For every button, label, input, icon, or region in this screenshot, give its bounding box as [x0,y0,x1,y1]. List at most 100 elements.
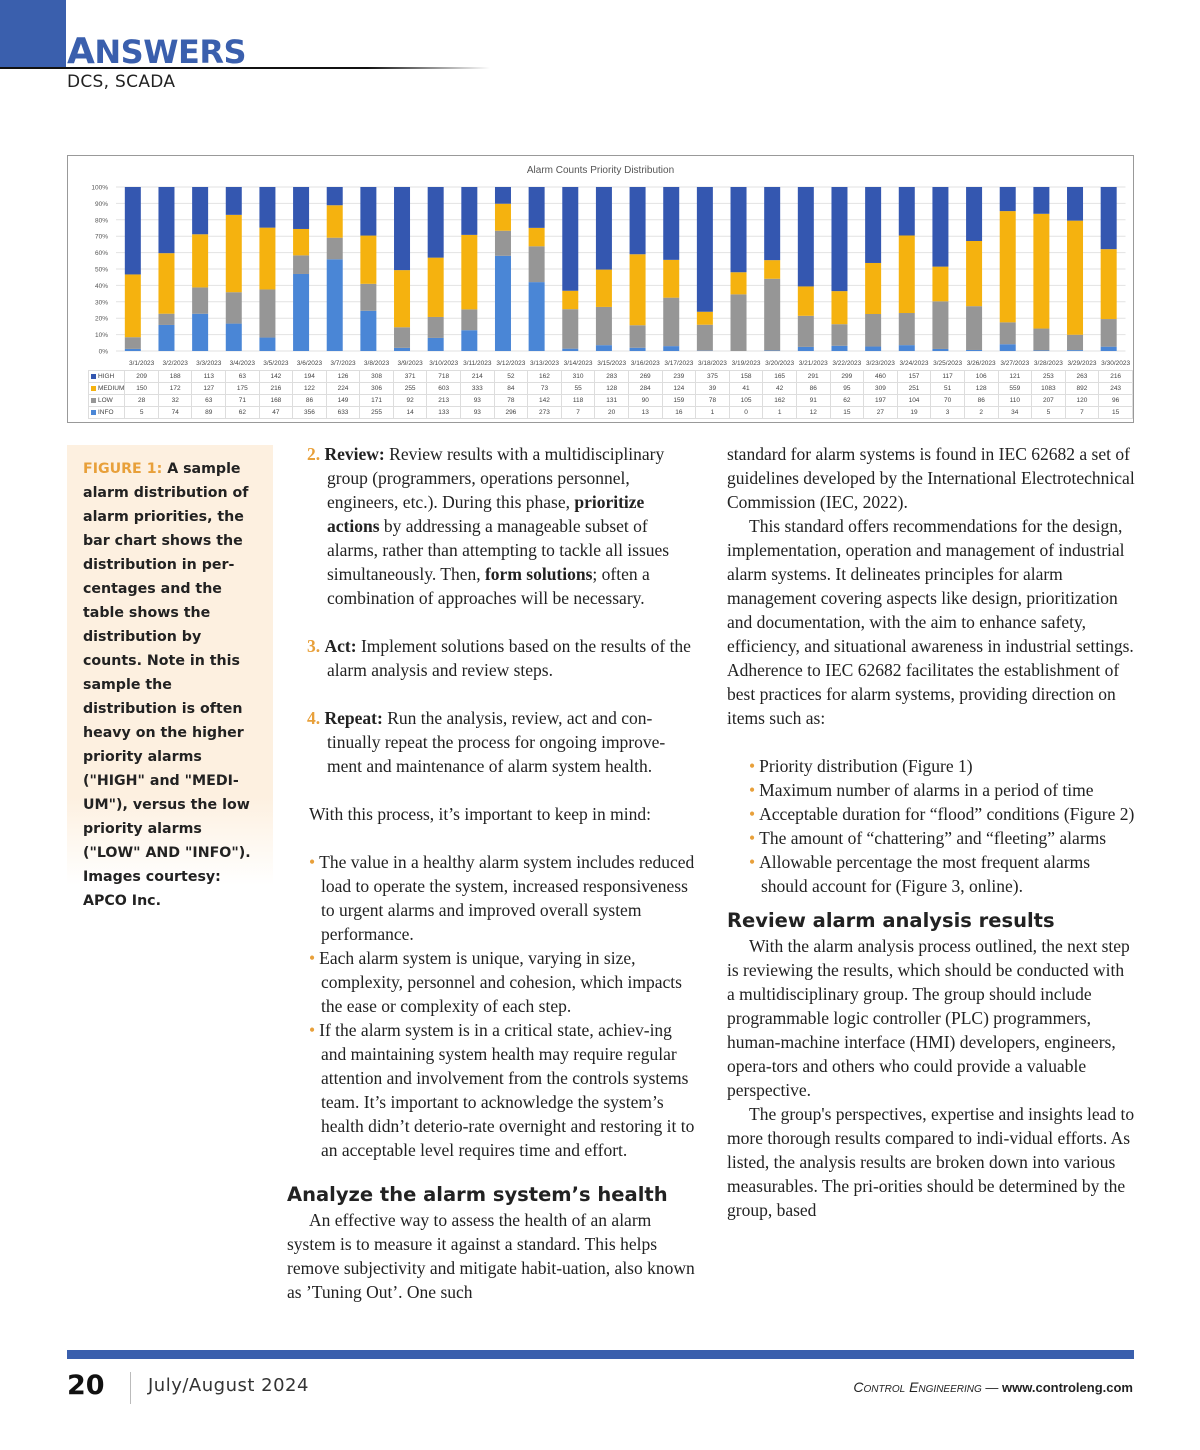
bar-medium [259,227,276,290]
table-cell: 42 [762,381,797,396]
bar-info [595,345,612,351]
bar-medium [326,205,343,238]
bar-medium [595,269,612,307]
table-cell: 86 [795,381,831,396]
bar-medium [663,259,680,298]
bar-low [966,306,983,350]
table-cell: 5 [1031,406,1066,420]
legend-swatch [91,397,96,403]
bar-info [394,347,411,351]
x-tick-label: 3/1/2023 [124,358,159,371]
bar-low [1100,319,1117,347]
table-cell: 207 [1031,394,1066,408]
bullet-item: The amount of “chattering” and “fleeting… [727,826,1135,850]
bar-low [124,337,141,349]
bar-low [225,292,242,324]
table-cell: 86 [292,394,327,408]
bar-info [999,344,1016,351]
table-cell: 120 [1064,394,1100,408]
table-cell: 93 [460,406,495,420]
y-tick-label: 30% [95,299,108,306]
table-cell: 12 [795,406,831,420]
table-cell: 113 [191,369,227,383]
table-cell: 14 [392,406,428,420]
table-cell: 106 [963,369,999,383]
table-cell: 73 [527,381,562,396]
bar-low [158,313,175,325]
table-cell: 188 [157,369,193,383]
bar-high [730,187,747,273]
table-cell: 255 [359,406,394,420]
table-cell: 3 [930,406,965,420]
table-cell: 284 [627,381,663,396]
bar-medium [1067,220,1084,335]
bar-high [225,187,242,215]
bar-high [865,187,882,263]
bar-high [360,187,377,236]
bar-high [629,187,646,255]
bar-medium [124,274,141,338]
bar-low [360,283,377,311]
x-tick-label: 3/11/2023 [460,358,495,371]
table-cell: 32 [157,394,193,408]
bar-low [865,314,882,347]
bar-low [293,255,310,274]
table-cell: 63 [225,369,260,383]
table-cell: 20 [594,406,629,420]
page-number: 20 [67,1370,105,1401]
table-cell: 283 [594,369,629,383]
bullet-item: If the alarm system is in a critical sta… [287,1018,697,1162]
issue-date: July/August 2024 [148,1375,309,1396]
table-cell: 603 [426,381,462,396]
bar-info [360,310,377,351]
legend-swatch [91,410,96,416]
y-tick-label: 50% [95,267,108,274]
table-cell: 51 [930,381,965,396]
bar-info [629,347,646,351]
y-tick-label: 60% [95,250,108,257]
table-cell: 718 [426,369,462,383]
x-tick-label: 3/3/2023 [191,358,226,371]
y-tick-label: 70% [95,234,108,241]
table-cell: 213 [426,394,462,408]
bar-low [1067,334,1084,351]
table-cell: 39 [695,381,730,396]
bar-medium [932,266,949,302]
table-cell: 157 [896,369,932,383]
data-table: 3/1/2023 3/2/2023 3/3/2023 3/4/2023 3/5/2023… [87,358,1133,420]
table-cell: 175 [225,381,260,396]
section-title: ANSWERS [67,31,247,72]
table-cell: 70 [930,394,965,408]
legend-entry: MEDIUM [87,381,126,396]
x-tick-label: 3/30/2023 [1098,358,1133,371]
footer-divider [130,1372,131,1404]
table-cell: 118 [560,394,596,408]
table-row: LOW 28 32 63 71 168 86 149 171 92 213 93 78 142 118 131… [87,394,1133,408]
table-cell: 117 [930,369,965,383]
bar-info [797,346,814,351]
x-tick-label: 3/21/2023 [796,358,831,371]
bar-medium [562,290,579,310]
table-cell: 251 [896,381,932,396]
table-cell: 633 [325,406,361,420]
table-row: HIGH 209 188 113 63 142 194 126 308 371 718 214 52 16… [87,369,1133,383]
bar-medium [360,235,377,284]
table-cell: 7 [1064,406,1100,420]
bar-medium [293,228,310,256]
table-cell: 239 [661,369,697,383]
bar-info [898,345,915,351]
legend-entry: INFO [87,406,126,420]
bar-high [326,187,343,206]
table-cell: 209 [124,369,159,383]
bar-high [394,187,411,271]
table-cell: 460 [863,369,898,383]
step-repeat: 4. Repeat: Run the analysis, review, act… [307,708,666,776]
caption-text: A sample alarm distribution of alarm pri… [83,461,251,909]
website-link[interactable]: www.controleng.com [1002,1380,1133,1395]
table-cell: 159 [661,394,697,408]
table-cell: 158 [728,369,764,383]
table-cell: 93 [460,394,495,408]
table-cell: 110 [997,394,1033,408]
x-tick-label: 3/7/2023 [326,358,360,371]
bar-high [663,187,680,260]
